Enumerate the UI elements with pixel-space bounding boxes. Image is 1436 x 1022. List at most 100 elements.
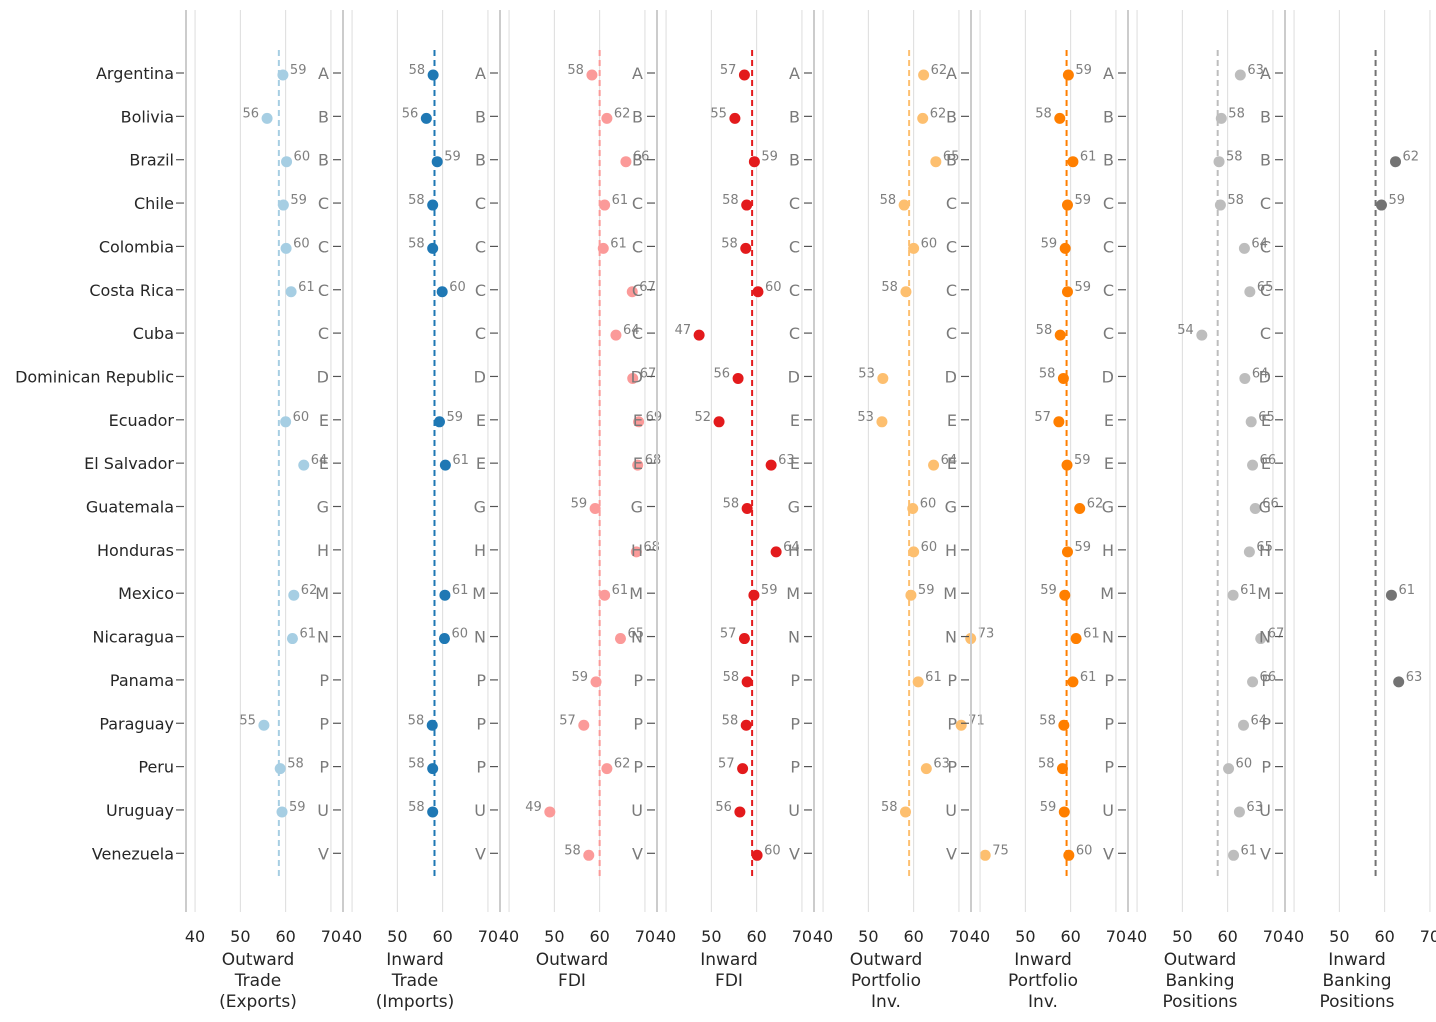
data-label: 60 [921, 540, 938, 555]
x-tick-label: 60 [275, 927, 295, 946]
data-label: 64 [311, 453, 328, 468]
data-label: 65 [1256, 540, 1273, 555]
panel-title: FDI [558, 971, 586, 991]
row-letter-label: C [475, 324, 486, 343]
x-tick-label: 70 [1106, 927, 1126, 946]
data-label: 61 [1241, 843, 1258, 858]
row-letter-label: B [1103, 107, 1114, 126]
panel-title: Outward [850, 950, 923, 970]
x-tick-label: 70 [321, 927, 341, 946]
row-letter-label: N [1259, 628, 1271, 647]
row-letter-label: E [476, 411, 486, 430]
row-letter-label: H [788, 541, 800, 560]
data-label: 55 [239, 713, 256, 728]
row-letter-label: H [631, 541, 643, 560]
data-point [280, 416, 292, 428]
row-letter-label: D [317, 367, 329, 386]
data-label: 58 [408, 236, 425, 251]
row-letter-label: B [946, 107, 957, 126]
data-point [1393, 676, 1405, 688]
row-letter-label: H [945, 541, 957, 560]
row-letter-label: P [790, 758, 800, 777]
data-point [1062, 69, 1074, 81]
data-label: 60 [920, 497, 937, 512]
x-tick-label: 40 [1127, 927, 1147, 946]
row-letter-label: V [946, 844, 957, 863]
x-tick-label: 70 [792, 927, 812, 946]
data-point [1063, 849, 1075, 861]
data-point [905, 589, 917, 601]
row-letter-label: P [476, 714, 486, 733]
data-label: 58 [408, 757, 425, 772]
data-label: 58 [408, 193, 425, 208]
row-letter-label: B [475, 107, 486, 126]
x-tick-label: 50 [1015, 927, 1035, 946]
data-point [1053, 416, 1065, 428]
data-label: 58 [564, 843, 581, 858]
row-letter-label: A [318, 64, 329, 83]
row-letter-label: E [1104, 411, 1114, 430]
data-point [899, 806, 911, 818]
data-label: 63 [1406, 670, 1423, 685]
data-point [1061, 459, 1073, 471]
data-label: 58 [721, 236, 738, 251]
data-point [281, 156, 293, 168]
data-label: 60 [293, 236, 310, 251]
data-point [1385, 589, 1397, 601]
data-point [1238, 719, 1249, 731]
data-label: 59 [446, 410, 463, 425]
row-letter-label: M [472, 584, 486, 603]
row-letter-label: C [946, 324, 957, 343]
x-tick-label: 50 [1329, 927, 1349, 946]
row-letter-label: P [1261, 714, 1271, 733]
row-letter-label: C [318, 324, 329, 343]
data-label: 53 [857, 410, 874, 425]
x-tick-label: 50 [701, 927, 721, 946]
data-label: 58 [1039, 713, 1056, 728]
country-label: Chile [134, 194, 174, 213]
data-point [908, 546, 920, 558]
row-letter-label: G [631, 498, 643, 517]
data-label: 58 [1226, 150, 1243, 165]
row-letter-label: U [945, 801, 957, 820]
data-label: 60 [1076, 843, 1093, 858]
data-point [1227, 589, 1239, 601]
row-letter-label: V [632, 844, 643, 863]
data-label: 58 [723, 670, 740, 685]
data-label: 59 [1075, 63, 1092, 78]
row-letter-label: M [1100, 584, 1114, 603]
x-tick-label: 40 [499, 927, 519, 946]
data-label: 60 [765, 280, 782, 295]
data-label: 60 [921, 236, 938, 251]
x-tick-label: 50 [858, 927, 878, 946]
data-label: 58 [408, 800, 425, 815]
data-point [1375, 199, 1387, 211]
data-point [627, 372, 639, 384]
row-letter-label: C [1103, 237, 1114, 256]
panel-title: Positions [1162, 992, 1237, 1012]
data-label: 66 [1260, 453, 1277, 468]
data-label: 59 [918, 583, 935, 598]
country-label: Mexico [118, 584, 174, 603]
data-label: 62 [614, 757, 631, 772]
row-letter-label: A [1260, 64, 1271, 83]
data-point [1215, 112, 1227, 124]
row-letter-label: B [1260, 107, 1271, 126]
row-letter-label: P [319, 714, 329, 733]
country-label: Colombia [99, 237, 174, 256]
data-label: 58 [723, 497, 740, 512]
data-label: 61 [610, 236, 627, 251]
row-letter-label: A [946, 64, 957, 83]
row-letter-label: D [1102, 367, 1114, 386]
data-point [1247, 459, 1259, 471]
data-point [589, 503, 601, 514]
data-label: 58 [287, 757, 304, 772]
row-letter-label: U [474, 801, 486, 820]
data-label: 64 [1251, 236, 1268, 251]
row-letter-label: V [1260, 844, 1271, 863]
data-point [1061, 546, 1073, 558]
data-point [741, 199, 753, 211]
